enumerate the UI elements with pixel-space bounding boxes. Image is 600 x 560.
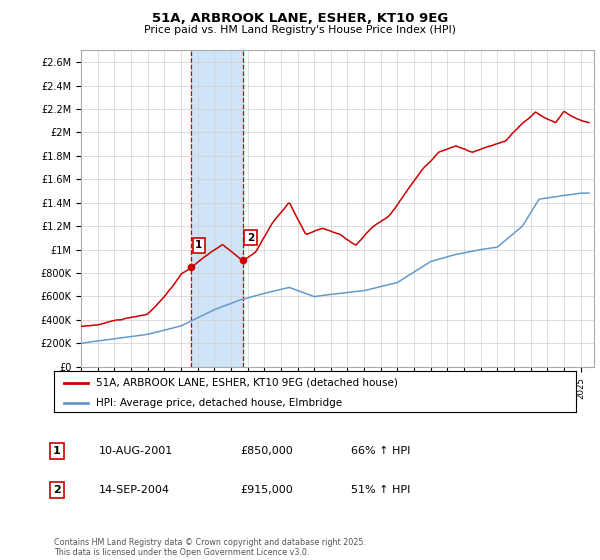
Text: 14-SEP-2004: 14-SEP-2004	[99, 485, 170, 495]
Text: 2: 2	[53, 485, 61, 495]
Text: 51% ↑ HPI: 51% ↑ HPI	[351, 485, 410, 495]
Text: 51A, ARBROOK LANE, ESHER, KT10 9EG (detached house): 51A, ARBROOK LANE, ESHER, KT10 9EG (deta…	[96, 377, 398, 388]
Text: 66% ↑ HPI: 66% ↑ HPI	[351, 446, 410, 456]
Bar	[191, 50, 243, 367]
Text: £850,000: £850,000	[240, 446, 293, 456]
Text: 1: 1	[195, 240, 203, 250]
Text: Price paid vs. HM Land Registry's House Price Index (HPI): Price paid vs. HM Land Registry's House …	[144, 25, 456, 35]
Text: 2: 2	[247, 233, 254, 243]
Text: £915,000: £915,000	[240, 485, 293, 495]
Text: HPI: Average price, detached house, Elmbridge: HPI: Average price, detached house, Elmb…	[96, 398, 342, 408]
Text: 10-AUG-2001: 10-AUG-2001	[99, 446, 173, 456]
Text: 51A, ARBROOK LANE, ESHER, KT10 9EG: 51A, ARBROOK LANE, ESHER, KT10 9EG	[152, 12, 448, 25]
Text: 1: 1	[53, 446, 61, 456]
Text: Contains HM Land Registry data © Crown copyright and database right 2025.
This d: Contains HM Land Registry data © Crown c…	[54, 538, 366, 557]
